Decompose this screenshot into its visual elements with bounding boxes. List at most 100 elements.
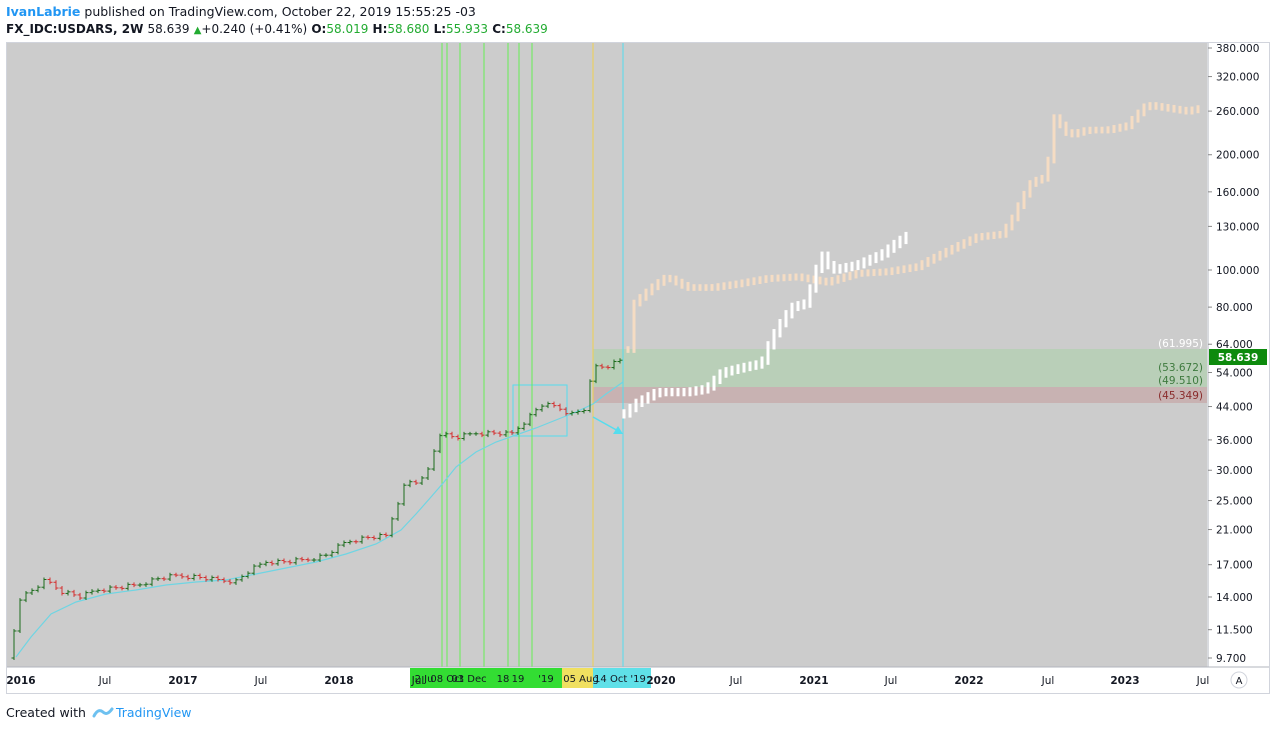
green-date-range-highlight [410,668,562,688]
date-marker-label: 2 Ju [415,674,434,685]
time-tick-label: 2017 [168,675,197,687]
time-tick-label: Jul [98,675,112,687]
projection-bar [1136,109,1140,123]
projection-bar [800,273,804,282]
projection-bar [1124,122,1128,131]
projection-bar [668,274,672,283]
projection-bar [944,247,948,258]
date-marker-label: '19 [538,674,553,685]
tradingview-link[interactable]: TradingView [115,705,192,720]
last-price-marker [1209,349,1267,365]
projection-bar-white [652,389,656,401]
projection-bar-white [634,398,638,413]
projection-bar-white [664,387,668,397]
green-vertical-lines [441,43,533,667]
projection-bar [848,271,852,281]
projection-bar [914,263,918,272]
price-tick-label: 160.000 [1216,187,1259,199]
projection-bar-white [706,382,710,394]
price-tick-label: 9.700 [1216,653,1246,665]
projection-bar [1166,104,1170,112]
moving-average-line [15,381,624,658]
projection-bar [884,268,888,276]
projection-bar [830,277,834,286]
publish-text: published on TradingView.com, October 22… [80,4,476,19]
publish-header: IvanLabrie published on TradingView.com,… [6,4,548,39]
projection-bar [692,284,696,291]
projection-bar-white [628,403,632,418]
projection-bar-white [838,264,842,274]
projection-bar-white [676,387,680,397]
projection-bar [626,346,630,353]
projection-bar-white [640,395,644,408]
low-value: 55.933 [446,22,489,36]
projection-bar [1004,223,1008,238]
zone-label-bottom: (45.349) [1158,390,1203,402]
projection-bar-white [892,239,896,253]
projection-bar [866,269,870,277]
projection-bar [716,283,720,291]
projection-bar-white [748,361,752,372]
projection-bar [1118,123,1122,132]
projection-bar [770,274,774,282]
high-value: 58.680 [387,22,430,36]
projection-bar-white [826,251,830,270]
price-tick-label: 320.000 [1216,72,1259,84]
price-tick-label: 11.500 [1216,625,1253,637]
projection-bar [974,233,978,244]
last-price-marker-label: 58.639 [1218,352,1259,364]
projection-bar [746,278,750,287]
time-tick-label: 2016 [6,675,35,687]
projection-bar [1040,174,1044,184]
projection-bar [1160,103,1164,111]
projection-bar [680,278,684,289]
price-tick-label: 200.000 [1216,150,1259,162]
projection-bar-white [904,231,908,245]
auto-scale-label: A [1236,676,1243,687]
date-marker-label: 05 Aug [563,674,598,685]
zone-label-top: (61.995) [1158,338,1203,350]
cyan-box-drawing [512,384,568,437]
date-marker-label: 03 Dec [451,674,486,685]
time-axis[interactable]: 2016 Jul 2017 Jul 2018 Jul 2020 Jul 2021 Jul 2022 J… [6,675,1209,687]
projection-bar [908,264,912,273]
projection-bar [1046,156,1050,182]
projection-bar-white [808,284,812,308]
low-label: L: [433,22,447,36]
projection-bar [950,244,954,255]
projection-bar [926,257,930,267]
projection-bar [1190,106,1194,115]
auto-scale-button[interactable] [1230,671,1248,689]
symbol-label[interactable]: FX_IDC:USDARS, 2W [6,22,144,36]
projection-bar [1154,102,1158,110]
projection-bar [698,284,702,291]
projection-bar [878,268,882,276]
projection-bar-white [730,365,734,376]
projection-bar [932,253,936,264]
projection-bar [1178,105,1182,114]
price-axis[interactable]: 380.000 320.000 260.000 200.000 160.000 130.0… [1208,43,1259,665]
time-tick-label: 2018 [324,675,353,687]
projection-bar [1082,127,1086,136]
author-link[interactable]: IvanLabrie [6,4,81,19]
projection-bar-white [712,375,716,391]
projection-bar [1076,129,1080,138]
projection-bar [1112,125,1116,133]
projection-bar [1196,105,1200,114]
projection-bar-white [856,260,860,271]
projection-bar-white [832,260,836,274]
projection-bar [1172,104,1176,113]
projection-bar [1070,129,1074,138]
price-tick-label: 17.000 [1216,560,1253,572]
price-chart[interactable]: (61.995) (53.672) (49.510) (45.349) 380.… [6,42,1270,694]
symbol-legend: FX_IDC:USDARS, 2W 58.639 ▲+0.240 (+0.41%… [6,21,548,39]
projection-bar-white [784,310,788,328]
projection-bar [1130,115,1134,130]
price-tick-label: 130.000 [1216,221,1259,233]
price-tick-label: 44.000 [1216,402,1253,414]
projection-bar [842,273,846,282]
projection-bar [806,274,810,283]
projection-bar [764,275,768,283]
created-with-text: Created with [6,705,86,720]
projection-bar-white [802,299,806,310]
